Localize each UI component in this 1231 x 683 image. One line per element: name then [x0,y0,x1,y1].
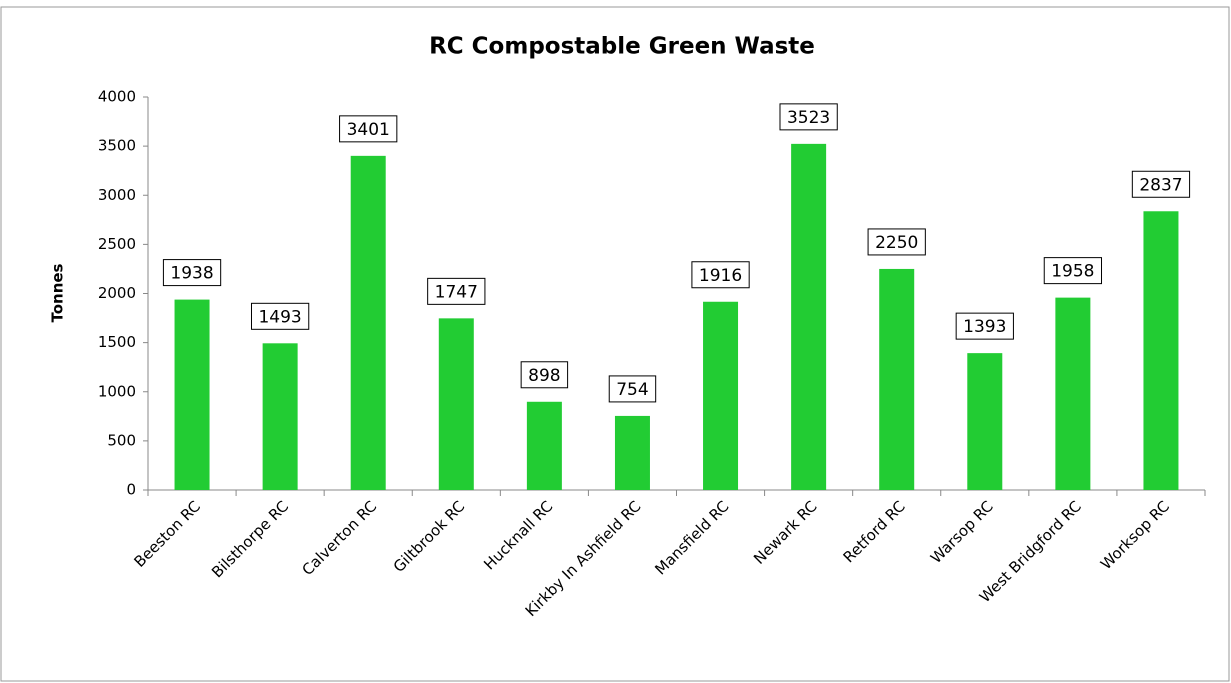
data-label: 2250 [875,233,918,253]
bar [614,415,650,490]
chart-title: RC Compostable Green Waste [429,34,815,60]
bar [262,343,298,490]
bar [1143,211,1179,490]
data-label-box [339,115,398,143]
bar [174,299,210,490]
bar [879,268,915,490]
data-label-box [955,312,1014,340]
data-label: 3401 [347,120,390,140]
y-tick-label: 3000 [98,186,136,204]
data-label-box [608,375,657,403]
bar [526,401,562,490]
bar [791,143,827,491]
bar [438,318,474,490]
bar [1055,297,1091,490]
y-tick-label: 0 [126,481,136,499]
y-tick-label: 2500 [98,235,136,253]
bar [967,353,1003,490]
y-tick-label: 3500 [98,137,136,155]
data-label-box [1043,257,1103,285]
y-tick-label: 2000 [98,284,136,302]
data-label: 1747 [435,282,478,302]
y-tick-label: 4000 [98,88,136,106]
data-label: 1493 [258,307,301,327]
y-tick-label: 1500 [98,333,136,351]
data-label-box [779,103,838,131]
data-label-box [867,228,926,256]
bar [703,301,739,490]
data-label: 754 [616,380,648,400]
data-label-box [520,361,569,389]
data-label-box [250,302,310,330]
data-label: 1938 [170,264,213,284]
y-tick-label: 500 [107,431,136,449]
data-label-box [427,277,486,305]
data-label: 1916 [699,266,742,286]
data-label-box [691,261,750,289]
data-label: 898 [528,366,560,386]
y-tick-label: 1000 [98,382,136,400]
y-axis-label: Tonnes [49,263,67,322]
data-label: 2837 [1139,175,1182,195]
data-label-box [162,259,222,287]
data-label-box [1131,170,1191,198]
data-label: 1958 [1051,262,1094,282]
data-label: 1393 [963,317,1006,337]
bar [350,155,386,490]
data-label: 3523 [787,108,830,128]
